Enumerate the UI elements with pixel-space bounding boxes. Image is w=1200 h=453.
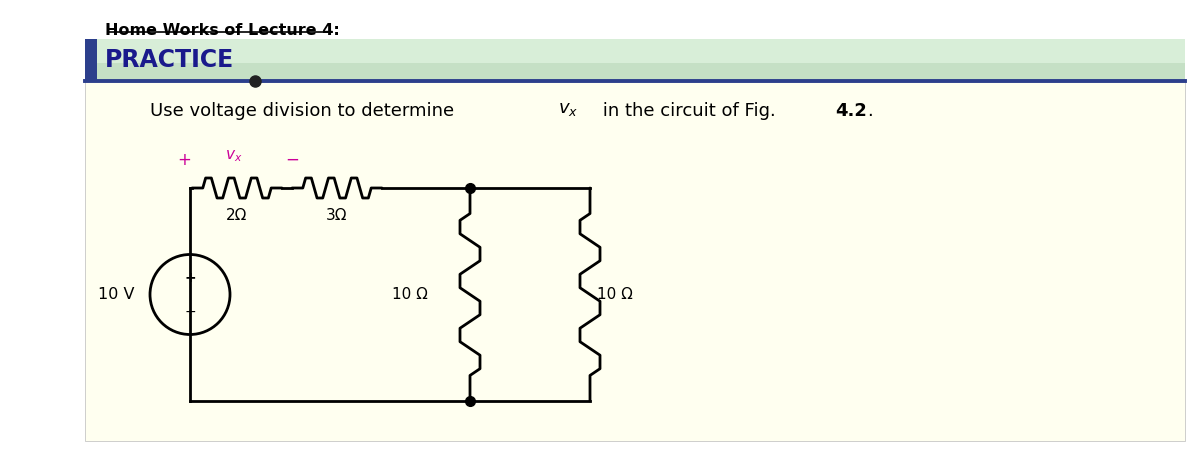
Text: $v_x$: $v_x$ bbox=[558, 100, 578, 118]
Text: 2Ω: 2Ω bbox=[227, 208, 247, 223]
Text: Home Works of Lecture 4:: Home Works of Lecture 4: bbox=[106, 23, 340, 38]
Text: $v_x$: $v_x$ bbox=[226, 148, 242, 164]
Text: 10 V: 10 V bbox=[98, 287, 134, 302]
Bar bbox=[85, 81, 1186, 441]
Text: 4.2: 4.2 bbox=[835, 102, 866, 120]
Text: −: − bbox=[286, 151, 299, 169]
Text: in the circuit of Fig.: in the circuit of Fig. bbox=[598, 102, 785, 120]
Bar bbox=[85, 39, 1186, 63]
Text: PRACTICE: PRACTICE bbox=[106, 48, 234, 72]
Text: −: − bbox=[184, 304, 196, 318]
Text: 10 Ω: 10 Ω bbox=[392, 287, 428, 302]
Text: 3Ω: 3Ω bbox=[326, 208, 348, 223]
Bar bbox=[85, 39, 97, 81]
Text: +: + bbox=[178, 151, 191, 169]
Text: 10 Ω: 10 Ω bbox=[598, 287, 632, 302]
Bar bbox=[85, 39, 1186, 81]
Text: Use voltage division to determine: Use voltage division to determine bbox=[150, 102, 460, 120]
Text: +: + bbox=[184, 270, 196, 284]
Text: .: . bbox=[866, 102, 872, 120]
